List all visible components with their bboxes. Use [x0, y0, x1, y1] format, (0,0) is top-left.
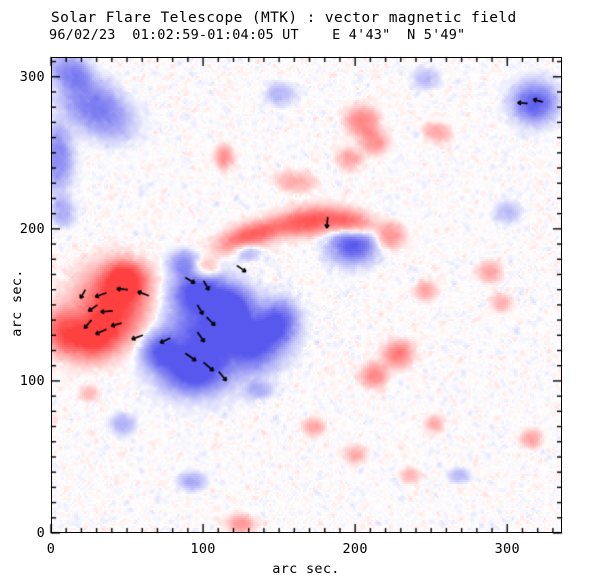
y-tick-label: 300: [19, 68, 45, 85]
figure-title-line-1: Solar Flare Telescope (MTK) : vector mag…: [51, 10, 517, 26]
figure-title-line-2: 96/02/23 01:02:59-01:04:05 UT E 4'43" N …: [49, 26, 466, 43]
y-tick-label: 0: [36, 525, 45, 541]
x-tick-label: 0: [46, 541, 56, 557]
figure-title-block: Solar Flare Telescope (MTK) : vector mag…: [49, 10, 591, 43]
plot-area[interactable]: [51, 57, 562, 533]
x-tick-label: 200: [342, 541, 368, 557]
x-tick-label: 300: [494, 541, 520, 557]
y-tick-label: 100: [19, 372, 45, 389]
x-axis-title: arc sec.: [272, 561, 340, 577]
x-tick-label: 100: [190, 541, 216, 557]
magnetic-vector-overlay: [52, 58, 561, 532]
y-axis-title: arc sec.: [9, 269, 25, 337]
y-tick-label: 200: [19, 220, 45, 237]
